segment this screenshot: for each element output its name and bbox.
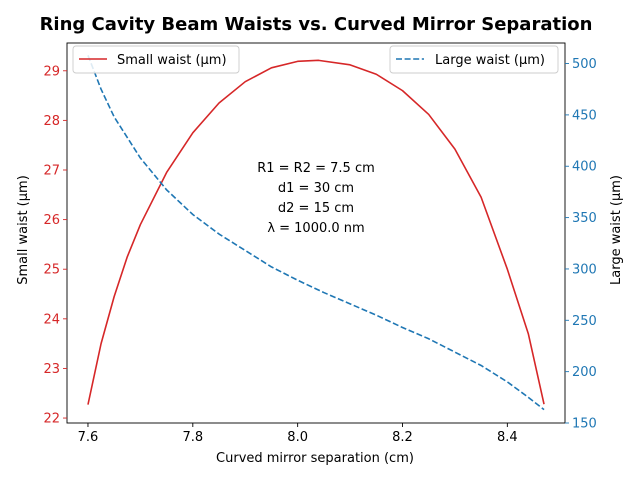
plot-frame xyxy=(66,42,566,424)
annotation-line: d2 = 15 cm xyxy=(278,201,354,216)
x-tick-label: 7.8 xyxy=(182,430,203,445)
x-tick-label: 8.0 xyxy=(287,430,308,445)
y-left-tick-label: 27 xyxy=(43,163,60,178)
annotation-line: R1 = R2 = 7.5 cm xyxy=(257,161,375,176)
series-line-large-waist xyxy=(87,55,545,411)
y-axis-left-label: Small waist (μm) xyxy=(16,175,31,285)
y-left-tick-label: 24 xyxy=(43,312,60,327)
annotation-line: λ = 1000.0 nm xyxy=(267,221,364,236)
chart-title: Ring Cavity Beam Waists vs. Curved Mirro… xyxy=(40,14,593,35)
y-left-tick-label: 22 xyxy=(43,412,60,427)
y-left-tick-label: 25 xyxy=(43,263,60,278)
y-left-tick-label: 29 xyxy=(43,64,60,79)
y-right-tick-label: 500 xyxy=(572,57,597,72)
legend-right-label: Large waist (μm) xyxy=(435,53,545,68)
y-right-tick-label: 250 xyxy=(572,314,597,329)
y-right-tick-label: 450 xyxy=(572,108,597,123)
x-tick-label: 8.2 xyxy=(392,430,413,445)
x-tick-label: 8.4 xyxy=(497,430,518,445)
x-tick-label: 7.6 xyxy=(78,430,99,445)
y-right-tick-label: 200 xyxy=(572,365,597,380)
annotation-line: d1 = 30 cm xyxy=(278,181,354,196)
y-right-tick-label: 350 xyxy=(572,211,597,226)
y-right-tick-label: 150 xyxy=(572,417,597,432)
legend-left-label: Small waist (μm) xyxy=(117,53,227,68)
y-right-tick-label: 400 xyxy=(572,160,597,175)
x-axis-label: Curved mirror separation (cm) xyxy=(216,451,414,466)
legend-left-box xyxy=(72,45,240,74)
y-left-tick-label: 26 xyxy=(43,213,60,228)
y-left-tick-label: 23 xyxy=(43,362,60,377)
y-left-tick-label: 28 xyxy=(43,114,60,129)
y-axis-right-label: Large waist (μm) xyxy=(609,175,624,285)
legend-right-box xyxy=(389,45,559,74)
y-right-tick-label: 300 xyxy=(572,262,597,277)
series-line-small-waist xyxy=(87,59,545,405)
